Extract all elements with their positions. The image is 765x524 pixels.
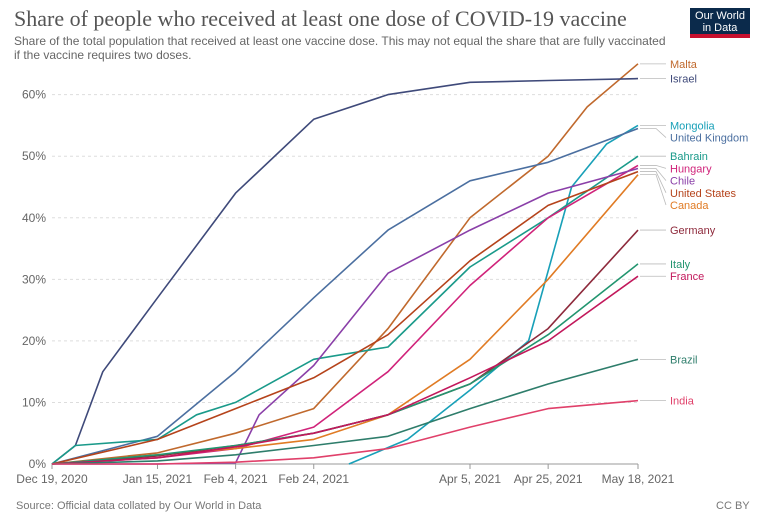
label-connector (640, 174, 667, 206)
series-label: Mongolia (670, 120, 716, 132)
series-label: United States (670, 188, 737, 200)
x-tick-label: Feb 4, 2021 (204, 472, 268, 486)
series-line-chile (52, 167, 639, 465)
series-line-brazil (51, 358, 639, 465)
license-note[interactable]: CC BY (716, 500, 750, 512)
chart-subtitle: Share of the total population that recei… (14, 34, 666, 62)
x-tick-label: Jan 15, 2021 (123, 472, 193, 486)
label-connector (640, 171, 667, 193)
label-connector (640, 165, 667, 169)
x-tick-label: Feb 24, 2021 (278, 472, 349, 486)
series-line-united-states (51, 170, 639, 465)
chart-title: Share of people who received at least on… (14, 6, 627, 31)
series-line-mongolia (348, 124, 639, 465)
series-line-united-kingdom (51, 127, 639, 465)
series-label: Italy (670, 259, 691, 271)
x-tick-label: Apr 5, 2021 (439, 472, 501, 486)
source-note: Source: Official data collated by Our Wo… (16, 500, 262, 512)
series-label: Germany (670, 225, 716, 237)
y-tick-label: 60% (22, 88, 46, 102)
series-label: India (670, 396, 695, 408)
series-line-israel (51, 77, 639, 465)
series-label: Chile (670, 176, 695, 188)
x-tick-label: Apr 25, 2021 (514, 472, 583, 486)
series-label: Canada (670, 200, 709, 212)
series-line-india (52, 399, 639, 465)
label-connector (640, 128, 667, 138)
series-line-bahrain (51, 155, 639, 465)
series-line-hungary (51, 164, 639, 465)
label-connector (640, 168, 667, 181)
series-label: Israel (670, 74, 697, 86)
logo-line-2: in Data (702, 22, 738, 34)
series-label: France (670, 271, 704, 283)
owid-logo[interactable]: Our World in Data (690, 8, 750, 38)
y-tick-label: 30% (22, 272, 46, 286)
y-tick-label: 40% (22, 211, 46, 225)
y-tick-label: 0% (29, 457, 47, 471)
y-tick-label: 20% (22, 334, 46, 348)
x-tick-label: Dec 19, 2020 (16, 472, 88, 486)
y-tick-label: 10% (22, 395, 46, 409)
series-label: Malta (670, 59, 698, 71)
series-label: Hungary (670, 163, 712, 175)
series-label: United Kingdom (670, 133, 748, 145)
x-tick-label: May 18, 2021 (602, 472, 675, 486)
series-line-malta (51, 63, 639, 465)
series-label: Brazil (670, 354, 698, 366)
series-line-italy (51, 263, 639, 465)
y-tick-label: 50% (22, 149, 46, 163)
logo-line-1: Our World (695, 10, 745, 22)
series-label: Bahrain (670, 151, 708, 163)
series-line-france (51, 275, 639, 465)
